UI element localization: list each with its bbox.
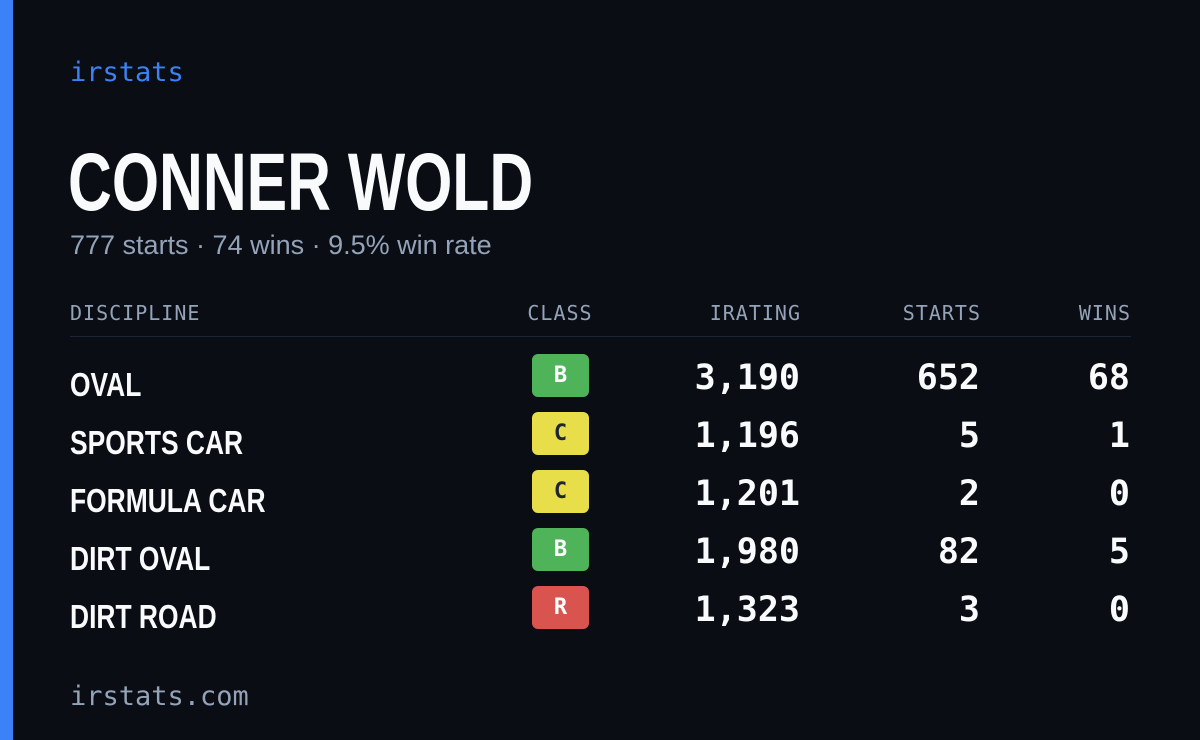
table-header: DISCIPLINE CLASS IRATING STARTS WINS — [70, 298, 1131, 337]
starts-value: 652 — [916, 358, 980, 398]
irating-value: 3,190 — [694, 358, 800, 398]
wins-value: 68 — [1087, 358, 1130, 398]
wins-value: 0 — [1108, 474, 1130, 514]
irating-value: 1,323 — [694, 590, 800, 630]
class-badge: B — [532, 354, 589, 397]
discipline-name: OVAL — [70, 366, 142, 403]
discipline-name: SPORTS CAR — [70, 424, 244, 461]
starts-value: 3 — [958, 590, 980, 630]
starts-value: 2 — [958, 474, 980, 514]
brand-logo: irstats — [70, 57, 184, 88]
wins-value: 1 — [1108, 416, 1130, 456]
player-summary: 777 starts · 74 wins · 9.5% win rate — [70, 230, 492, 260]
footer-url: irstats.com — [70, 681, 249, 712]
discipline-name: DIRT ROAD — [70, 598, 217, 635]
irating-value: 1,196 — [694, 416, 800, 456]
discipline-name: FORMULA CAR — [70, 482, 266, 519]
irating-value: 1,201 — [694, 474, 800, 514]
class-badge: B — [532, 528, 589, 571]
starts-value: 5 — [958, 416, 980, 456]
wins-value: 5 — [1108, 532, 1130, 572]
table-row: SPORTS CAR C 1,196 5 1 — [70, 408, 1131, 466]
stats-table: OVAL B 3,190 652 68 SPORTS CAR C 1,196 5… — [70, 350, 1131, 640]
header-starts: STARTS — [902, 301, 981, 325]
table-row: OVAL B 3,190 652 68 — [70, 350, 1131, 408]
wins-value: 0 — [1108, 590, 1130, 630]
class-badge: R — [532, 586, 589, 629]
header-discipline: DISCIPLINE — [70, 301, 201, 325]
class-badge: C — [532, 412, 589, 455]
player-name: CONNER WOLD — [68, 137, 534, 228]
table-row: DIRT OVAL B 1,980 82 5 — [70, 524, 1131, 582]
starts-value: 82 — [937, 532, 980, 572]
table-row: DIRT ROAD R 1,323 3 0 — [70, 582, 1131, 640]
header-wins: WINS — [1078, 301, 1131, 325]
irating-value: 1,980 — [694, 532, 800, 572]
header-irating: IRATING — [709, 301, 801, 325]
class-badge: C — [532, 470, 589, 513]
accent-bar — [0, 0, 13, 740]
header-class: CLASS — [527, 301, 593, 325]
discipline-name: DIRT OVAL — [70, 540, 211, 577]
table-row: FORMULA CAR C 1,201 2 0 — [70, 466, 1131, 524]
